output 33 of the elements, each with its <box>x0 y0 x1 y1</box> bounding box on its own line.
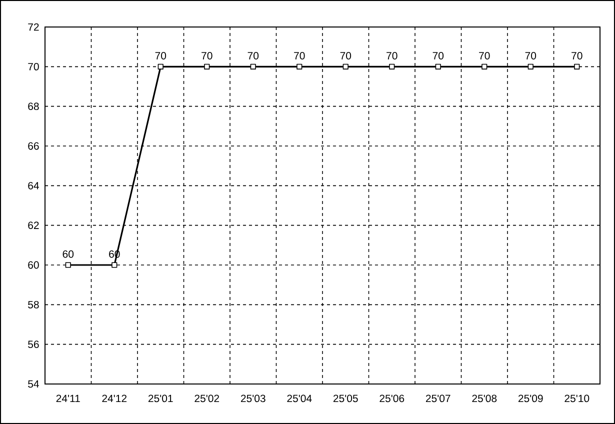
x-tick-label: 24'12 <box>102 394 127 402</box>
data-label: 70 <box>525 52 536 60</box>
x-tick-label: 25'10 <box>564 394 590 402</box>
y-tick-label: 60 <box>28 261 39 269</box>
x-tick-label: 25'09 <box>518 394 543 402</box>
y-tick-label: 54 <box>28 380 39 388</box>
x-tick-label: 24'11 <box>56 394 80 402</box>
data-label: 70 <box>340 52 352 60</box>
y-tick-label: 66 <box>28 142 39 150</box>
data-label: 70 <box>248 52 259 60</box>
y-tick-label: 64 <box>28 182 39 190</box>
data-label: 70 <box>572 52 582 60</box>
y-tick-label: 58 <box>28 300 39 308</box>
data-label: 70 <box>432 52 444 60</box>
data-label: 70 <box>294 52 305 60</box>
x-tick-label: 25'03 <box>240 394 266 402</box>
data-label: 70 <box>202 52 212 60</box>
x-tick-label: 25'05 <box>333 394 358 402</box>
y-tick-label: 62 <box>28 222 39 230</box>
x-tick-label: 25'01 <box>148 394 173 402</box>
x-tick-label: 25'06 <box>380 394 404 402</box>
y-tick-label: 70 <box>28 62 39 70</box>
x-tick-label: 25'08 <box>472 394 497 402</box>
data-label: 60 <box>62 250 74 258</box>
x-tick-label: 25'02 <box>194 394 220 402</box>
y-tick-label: 72 <box>28 23 39 31</box>
y-tick-label: 68 <box>28 102 39 110</box>
data-label: 70 <box>155 52 166 60</box>
x-tick-label: 25'07 <box>426 394 450 402</box>
x-tick-label: 25'04 <box>287 394 312 402</box>
y-tick-label: 56 <box>28 340 39 348</box>
data-label: 70 <box>479 52 490 60</box>
data-label: 70 <box>386 52 398 60</box>
